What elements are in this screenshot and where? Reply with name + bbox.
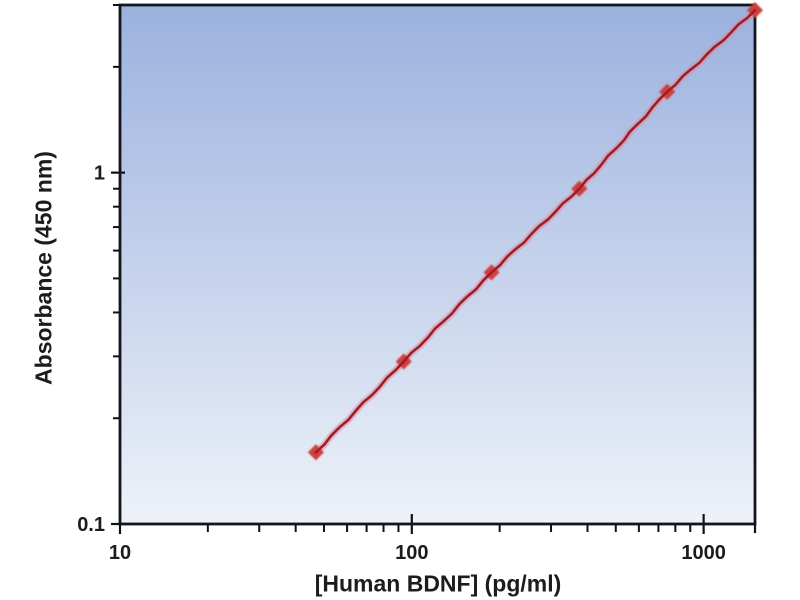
x-tick-label: 10 bbox=[109, 542, 131, 564]
y-axis-title: Absorbance (450 nm) bbox=[30, 151, 57, 385]
y-tick-label: 0.1 bbox=[77, 514, 105, 536]
plot-frame bbox=[118, 3, 757, 526]
y-tick-label: 1 bbox=[94, 163, 105, 185]
curve-line bbox=[314, 8, 757, 454]
x-tick-label: 1000 bbox=[681, 542, 726, 564]
plot-background bbox=[120, 5, 755, 524]
x-axis-title: [Human BDNF] (pg/ml) bbox=[314, 570, 562, 597]
x-tick-label: 100 bbox=[395, 542, 428, 564]
